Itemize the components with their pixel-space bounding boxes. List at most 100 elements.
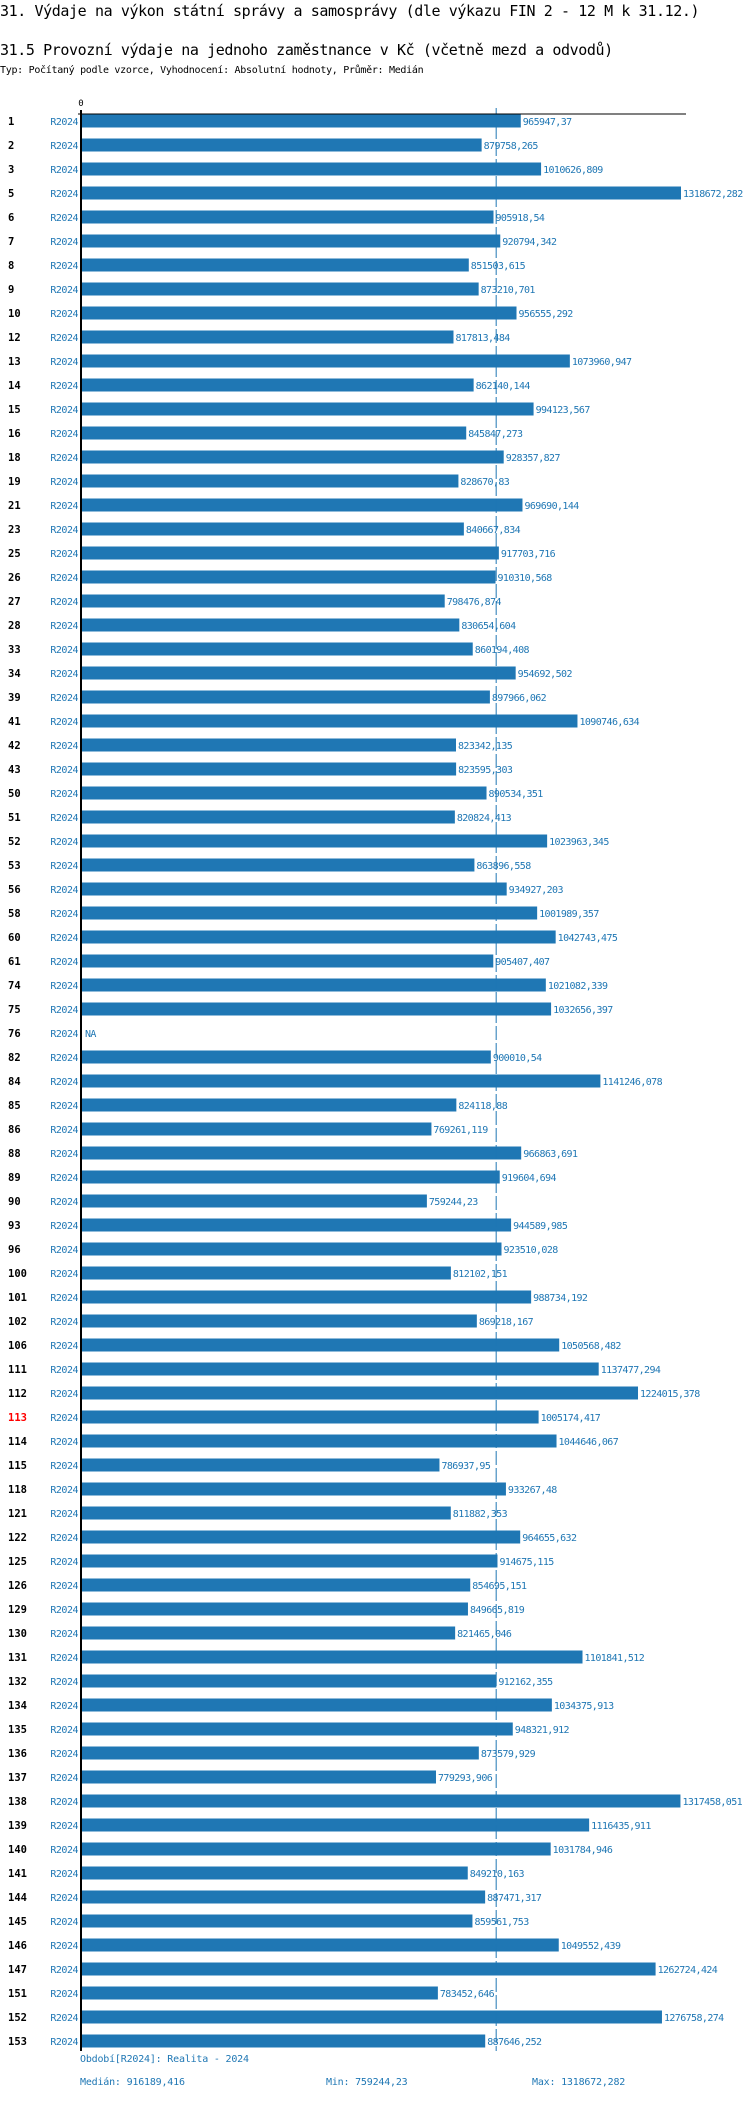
- value-label: 948321,912: [515, 1725, 570, 1736]
- series-label: R2024: [50, 165, 78, 176]
- value-label: 956555,292: [519, 309, 574, 320]
- bar: [82, 1794, 681, 1808]
- series-label: R2024: [50, 1605, 78, 1616]
- category-label: 153: [8, 2036, 27, 2048]
- category-label: 130: [8, 1628, 27, 1640]
- bar: [82, 210, 494, 224]
- category-label: 9: [8, 284, 14, 296]
- bar: [82, 1506, 451, 1520]
- category-label: 86: [8, 1124, 21, 1136]
- series-label: R2024: [50, 1077, 78, 1088]
- category-label: 144: [8, 1892, 27, 1904]
- bar-row: 130 R2024 821465,046: [8, 1626, 513, 1640]
- bar-row: 101 R2024 988734,192: [8, 1290, 589, 1304]
- bar-row: 152 R2024 1276758,274: [8, 2010, 725, 2024]
- value-label: 954692,502: [518, 669, 573, 680]
- value-label: 1001989,357: [539, 909, 599, 920]
- category-label: 50: [8, 788, 21, 800]
- value-label: 1049552,439: [561, 1941, 621, 1952]
- x-tick-label-0: 0: [78, 99, 83, 109]
- category-label: 102: [8, 1316, 27, 1328]
- series-label: R2024: [50, 2013, 78, 2024]
- bar-row: 88 R2024 966863,691: [8, 1146, 579, 1160]
- series-label: R2024: [50, 765, 78, 776]
- bar: [82, 1674, 497, 1688]
- bar: [82, 2034, 486, 2048]
- category-label: 100: [8, 1268, 27, 1280]
- bar: [82, 306, 517, 320]
- bar: [82, 1194, 427, 1208]
- value-label: 824118,88: [458, 1101, 507, 1112]
- value-label: 917703,716: [501, 549, 556, 560]
- series-label: R2024: [50, 933, 78, 944]
- category-label: 27: [8, 596, 21, 608]
- value-label: 769261,119: [433, 1125, 488, 1136]
- category-label: 13: [8, 356, 21, 368]
- category-label: 56: [8, 884, 21, 896]
- value-label: 1073960,947: [572, 357, 632, 368]
- series-label: R2024: [50, 1533, 78, 1544]
- value-label: 798476,874: [447, 597, 502, 608]
- series-label: R2024: [50, 237, 78, 248]
- value-label: 994123,567: [536, 405, 591, 416]
- bar: [82, 1386, 639, 1400]
- value-label: 919604,694: [502, 1173, 557, 1184]
- bar-row: 84 R2024 1141246,078: [8, 1074, 663, 1088]
- series-label: R2024: [50, 861, 78, 872]
- category-label: 26: [8, 572, 21, 584]
- value-label: 828670,83: [460, 477, 509, 488]
- category-label: 118: [8, 1484, 27, 1496]
- bar: [82, 954, 494, 968]
- bar: [82, 666, 516, 680]
- bar-row: 82 R2024 900010,54: [8, 1050, 543, 1064]
- value-label: 887646,252: [487, 2037, 542, 2048]
- footer-period: Období[R2024]: Realita - 2024: [80, 2054, 249, 2065]
- value-label: 821465,046: [457, 1629, 512, 1640]
- series-label: R2024: [50, 1725, 78, 1736]
- category-label: 58: [8, 908, 21, 920]
- category-label: 43: [8, 764, 21, 776]
- bar: [82, 1650, 583, 1664]
- series-label: R2024: [50, 693, 78, 704]
- bar: [82, 330, 454, 344]
- series-label: R2024: [50, 1965, 78, 1976]
- bar-row: 18 R2024 928357,827: [8, 450, 561, 464]
- bar: [82, 594, 445, 608]
- bar-row: 141 R2024 849210,163: [8, 1866, 525, 1880]
- category-label: 3: [8, 164, 14, 176]
- bar: [82, 1890, 486, 1904]
- value-label: 934927,203: [509, 885, 564, 896]
- series-label: R2024: [50, 789, 78, 800]
- bar: [82, 1698, 552, 1712]
- value-label: 900010,54: [493, 1053, 542, 1064]
- category-label: 18: [8, 452, 21, 464]
- series-label: R2024: [50, 1557, 78, 1568]
- category-label: 121: [8, 1508, 27, 1520]
- bar: [82, 1050, 491, 1064]
- series-label: R2024: [50, 909, 78, 920]
- bar-row: 39 R2024 897966,062: [8, 690, 547, 704]
- series-label: R2024: [50, 405, 78, 416]
- category-label: 125: [8, 1556, 27, 1568]
- bar: [82, 930, 556, 944]
- value-label: 863896,558: [476, 861, 531, 872]
- bar: [82, 426, 467, 440]
- page-title: 31. Výdaje na výkon státní správy a samo…: [0, 2, 700, 20]
- value-label: 1101841,512: [585, 1653, 645, 1664]
- category-label: 122: [8, 1532, 27, 1544]
- series-label: R2024: [50, 1509, 78, 1520]
- series-label: R2024: [50, 1245, 78, 1256]
- bar-row: 56 R2024 934927,203: [8, 882, 564, 896]
- bar: [82, 1002, 552, 1016]
- value-label: 811882,353: [453, 1509, 508, 1520]
- category-label: 14: [8, 380, 21, 392]
- category-label: 111: [8, 1364, 27, 1376]
- series-label: R2024: [50, 477, 78, 488]
- series-label: R2024: [50, 1269, 78, 1280]
- series-label: R2024: [50, 1581, 78, 1592]
- series-label: R2024: [50, 501, 78, 512]
- value-label: 1005174,417: [541, 1413, 601, 1424]
- series-label: R2024: [50, 1125, 78, 1136]
- category-label: 61: [8, 956, 21, 968]
- category-label: 53: [8, 860, 21, 872]
